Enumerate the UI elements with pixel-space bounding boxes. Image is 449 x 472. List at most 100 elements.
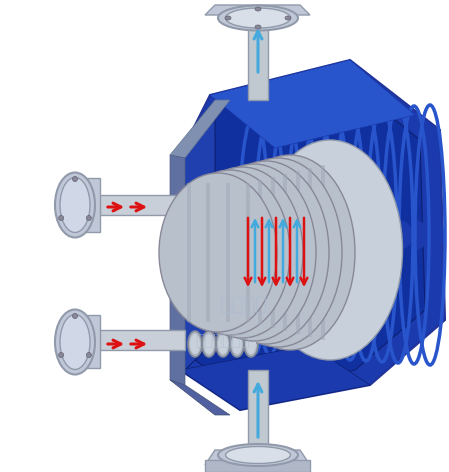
Polygon shape — [190, 75, 425, 395]
Wedge shape — [254, 220, 269, 250]
Wedge shape — [318, 220, 333, 250]
Polygon shape — [180, 345, 370, 410]
Polygon shape — [255, 165, 260, 340]
Polygon shape — [210, 177, 214, 328]
Ellipse shape — [244, 194, 258, 220]
Polygon shape — [170, 155, 185, 385]
Polygon shape — [230, 177, 234, 328]
Ellipse shape — [159, 173, 277, 332]
Ellipse shape — [232, 334, 242, 354]
Wedge shape — [366, 220, 381, 250]
Ellipse shape — [188, 194, 202, 220]
Ellipse shape — [204, 334, 214, 354]
Ellipse shape — [216, 331, 230, 357]
Polygon shape — [218, 180, 222, 325]
Ellipse shape — [218, 334, 228, 354]
Polygon shape — [248, 370, 268, 450]
Polygon shape — [248, 20, 268, 100]
Ellipse shape — [246, 334, 256, 354]
Polygon shape — [175, 105, 215, 380]
Polygon shape — [244, 168, 248, 337]
Wedge shape — [334, 220, 349, 250]
Ellipse shape — [218, 6, 298, 31]
Polygon shape — [321, 165, 325, 340]
Polygon shape — [299, 165, 303, 340]
Text: 上海纳诺普特: 上海纳诺普特 — [195, 333, 250, 348]
Ellipse shape — [246, 197, 256, 217]
Wedge shape — [286, 220, 301, 250]
Polygon shape — [210, 60, 415, 148]
Polygon shape — [295, 171, 299, 334]
Polygon shape — [258, 180, 262, 325]
Ellipse shape — [225, 447, 291, 464]
Polygon shape — [274, 171, 278, 334]
Polygon shape — [308, 168, 312, 337]
Wedge shape — [350, 220, 365, 250]
Polygon shape — [198, 180, 202, 325]
Polygon shape — [286, 168, 291, 337]
Ellipse shape — [72, 177, 78, 182]
Ellipse shape — [170, 170, 290, 335]
Polygon shape — [205, 460, 310, 472]
Ellipse shape — [188, 331, 202, 357]
Polygon shape — [262, 174, 266, 331]
Ellipse shape — [86, 353, 91, 357]
Polygon shape — [205, 450, 310, 465]
Ellipse shape — [55, 310, 95, 374]
Polygon shape — [254, 171, 257, 334]
Wedge shape — [270, 220, 285, 250]
Ellipse shape — [181, 167, 303, 338]
Ellipse shape — [192, 164, 316, 341]
Polygon shape — [250, 177, 254, 328]
Ellipse shape — [225, 155, 355, 350]
Polygon shape — [238, 180, 242, 325]
Ellipse shape — [60, 314, 90, 370]
Polygon shape — [233, 171, 237, 334]
Ellipse shape — [60, 177, 90, 233]
Polygon shape — [246, 183, 250, 322]
Polygon shape — [80, 315, 100, 368]
Ellipse shape — [230, 194, 244, 220]
Polygon shape — [226, 183, 230, 322]
FancyBboxPatch shape — [95, 195, 185, 215]
Ellipse shape — [230, 331, 244, 357]
Ellipse shape — [59, 353, 64, 357]
Ellipse shape — [202, 194, 216, 220]
FancyBboxPatch shape — [95, 330, 185, 350]
Ellipse shape — [72, 313, 78, 319]
Ellipse shape — [59, 216, 64, 220]
Wedge shape — [382, 220, 397, 250]
Polygon shape — [186, 183, 190, 322]
Polygon shape — [242, 174, 246, 331]
Polygon shape — [170, 100, 230, 158]
Wedge shape — [414, 220, 429, 250]
Polygon shape — [175, 60, 445, 410]
Polygon shape — [265, 168, 269, 337]
Ellipse shape — [232, 197, 242, 217]
Ellipse shape — [86, 216, 91, 220]
Polygon shape — [80, 178, 100, 232]
Ellipse shape — [203, 161, 329, 344]
Ellipse shape — [202, 331, 216, 357]
Ellipse shape — [218, 444, 298, 466]
Text: 纳诺普特: 纳诺普特 — [220, 295, 267, 314]
Polygon shape — [270, 177, 274, 328]
Polygon shape — [283, 174, 287, 331]
Ellipse shape — [255, 25, 261, 29]
Polygon shape — [206, 183, 210, 322]
Ellipse shape — [216, 194, 230, 220]
Ellipse shape — [255, 7, 261, 11]
Polygon shape — [221, 174, 225, 331]
Ellipse shape — [204, 197, 214, 217]
Wedge shape — [430, 220, 445, 250]
Ellipse shape — [285, 16, 291, 20]
Ellipse shape — [218, 197, 228, 217]
Ellipse shape — [55, 172, 95, 237]
Ellipse shape — [244, 331, 258, 357]
Polygon shape — [205, 5, 310, 15]
Polygon shape — [170, 380, 230, 415]
Ellipse shape — [225, 8, 291, 28]
Ellipse shape — [190, 334, 200, 354]
Ellipse shape — [257, 140, 402, 360]
Wedge shape — [302, 220, 317, 250]
